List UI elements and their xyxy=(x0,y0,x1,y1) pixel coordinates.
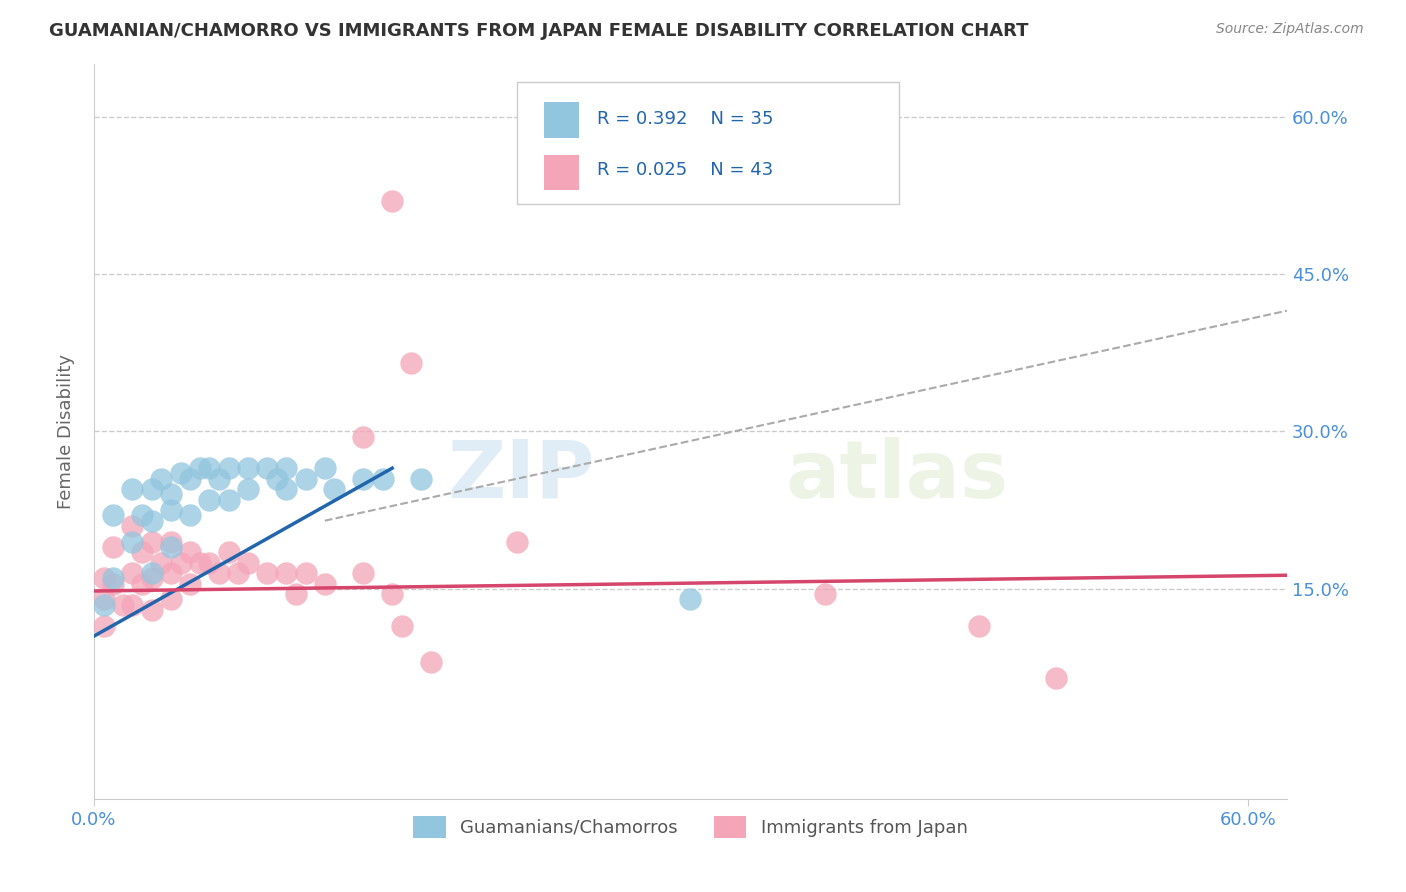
Point xyxy=(179,545,201,559)
Point xyxy=(276,461,298,475)
Point xyxy=(371,472,394,486)
Point xyxy=(150,472,173,486)
Bar xyxy=(544,154,579,190)
Point xyxy=(93,592,115,607)
Point xyxy=(218,492,240,507)
Point xyxy=(208,472,231,486)
Point xyxy=(236,556,259,570)
Point xyxy=(179,576,201,591)
Point xyxy=(93,571,115,585)
Point xyxy=(188,556,211,570)
Point xyxy=(314,576,336,591)
Point xyxy=(381,587,404,601)
Point xyxy=(256,566,278,581)
Point xyxy=(141,603,163,617)
Point xyxy=(276,566,298,581)
Point xyxy=(352,472,374,486)
Text: atlas: atlas xyxy=(786,436,1010,515)
Point xyxy=(381,194,404,208)
Point xyxy=(419,656,441,670)
Point xyxy=(101,576,124,591)
Text: Source: ZipAtlas.com: Source: ZipAtlas.com xyxy=(1216,22,1364,37)
Point xyxy=(141,482,163,496)
Point xyxy=(141,566,163,581)
Point xyxy=(266,472,288,486)
Point xyxy=(506,534,529,549)
Point xyxy=(141,514,163,528)
Point xyxy=(101,508,124,523)
Point xyxy=(93,598,115,612)
Point xyxy=(160,503,183,517)
Point xyxy=(121,566,143,581)
Point xyxy=(352,430,374,444)
Point xyxy=(679,592,702,607)
Point xyxy=(169,467,191,481)
Point xyxy=(256,461,278,475)
Point xyxy=(121,598,143,612)
Point xyxy=(101,571,124,585)
Point xyxy=(967,618,990,632)
Point xyxy=(814,587,837,601)
Point xyxy=(218,545,240,559)
Point xyxy=(1045,671,1067,685)
Point xyxy=(160,540,183,554)
Point xyxy=(160,487,183,501)
Point xyxy=(188,461,211,475)
Point xyxy=(93,618,115,632)
Point xyxy=(131,576,153,591)
Bar xyxy=(544,103,579,137)
Point xyxy=(218,461,240,475)
Point xyxy=(409,472,432,486)
Point xyxy=(401,356,423,370)
Point xyxy=(391,618,413,632)
Text: R = 0.392    N = 35: R = 0.392 N = 35 xyxy=(598,110,773,128)
Point xyxy=(141,571,163,585)
Point xyxy=(141,534,163,549)
Point xyxy=(131,508,153,523)
Point xyxy=(179,508,201,523)
Text: R = 0.025    N = 43: R = 0.025 N = 43 xyxy=(598,161,773,178)
Point xyxy=(169,556,191,570)
Point xyxy=(121,534,143,549)
Point xyxy=(160,566,183,581)
Point xyxy=(198,492,221,507)
Point xyxy=(236,482,259,496)
Point xyxy=(121,519,143,533)
Point xyxy=(294,566,316,581)
Point xyxy=(236,461,259,475)
Point xyxy=(179,472,201,486)
Point xyxy=(150,556,173,570)
Point xyxy=(160,534,183,549)
Text: GUAMANIAN/CHAMORRO VS IMMIGRANTS FROM JAPAN FEMALE DISABILITY CORRELATION CHART: GUAMANIAN/CHAMORRO VS IMMIGRANTS FROM JA… xyxy=(49,22,1029,40)
Y-axis label: Female Disability: Female Disability xyxy=(58,354,75,509)
Point xyxy=(323,482,346,496)
Point xyxy=(226,566,249,581)
Point xyxy=(276,482,298,496)
Point xyxy=(131,545,153,559)
Point xyxy=(284,587,307,601)
Point xyxy=(294,472,316,486)
Point xyxy=(121,482,143,496)
Point xyxy=(101,540,124,554)
Point xyxy=(111,598,134,612)
Point xyxy=(160,592,183,607)
Legend: Guamanians/Chamorros, Immigrants from Japan: Guamanians/Chamorros, Immigrants from Ja… xyxy=(406,808,974,845)
Point xyxy=(198,461,221,475)
Point xyxy=(314,461,336,475)
Point xyxy=(352,566,374,581)
FancyBboxPatch shape xyxy=(517,82,900,203)
Point xyxy=(198,556,221,570)
Point xyxy=(208,566,231,581)
Text: ZIP: ZIP xyxy=(447,436,595,515)
